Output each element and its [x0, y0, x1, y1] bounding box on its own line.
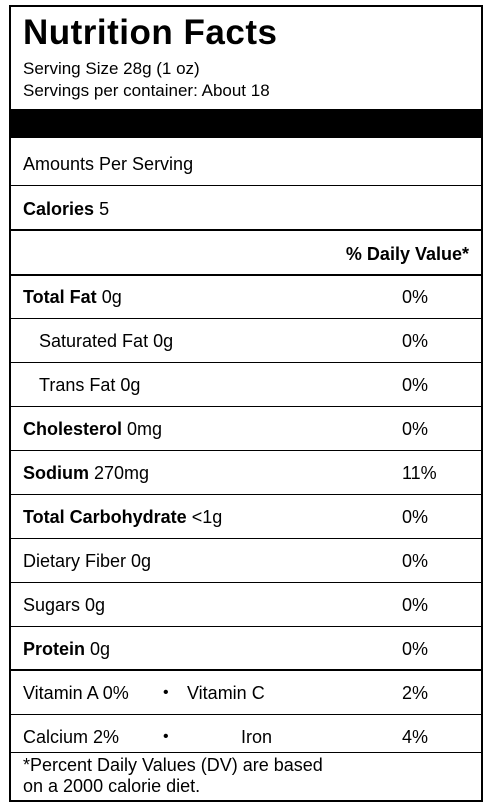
amounts-per-serving: Amounts Per Serving [23, 154, 194, 174]
daily-value-header: % Daily Value* [345, 244, 469, 264]
nutrient-dv: 0% [402, 375, 429, 395]
nutrient-label: Protein [23, 639, 86, 659]
divider [11, 450, 481, 451]
nutrient-dv: 0% [402, 419, 429, 439]
iron: Iron [241, 727, 273, 747]
calcium: Calcium 2% [23, 727, 120, 747]
divider [11, 362, 481, 363]
nutrition-facts-label: Nutrition Facts Serving Size 28g (1 oz) … [9, 5, 483, 802]
calories-row: Calories 5 [23, 198, 109, 220]
divider [11, 185, 481, 186]
nutrient-row-cholesterol: Cholesterol 0mg [23, 418, 162, 440]
footnote-line-2: on a 2000 calorie diet. [23, 776, 201, 796]
serving-size: Serving Size 28g (1 oz) [23, 59, 200, 78]
divider [11, 752, 481, 753]
calories-value: 5 [99, 199, 110, 219]
nutrient-row-saturated-fat: Saturated Fat 0g [39, 331, 174, 351]
nutrient-dv: 0% [402, 639, 429, 659]
nutrient-label: Sodium [23, 463, 89, 483]
bullet-separator: • [163, 684, 169, 701]
divider [11, 274, 481, 276]
nutrient-row-dietary-fiber: Dietary Fiber 0g [23, 551, 152, 571]
divider [11, 582, 481, 583]
nutrient-dv: 0% [402, 287, 429, 307]
nutrient-label: Cholesterol [23, 419, 123, 439]
nutrient-row-sugars: Sugars 0g [23, 595, 106, 615]
nutrient-amount: 0mg [127, 419, 163, 439]
nutrient-amount: <1g [191, 507, 223, 527]
nutrient-dv: 0% [402, 551, 429, 571]
vitamin-a: Vitamin A 0% [23, 683, 129, 703]
nutrient-label: Total Carbohydrate [23, 507, 187, 527]
nutrient-row-protein: Protein 0g [23, 638, 110, 660]
nutrient-row-sodium: Sodium 270mg [23, 462, 149, 484]
divider [11, 318, 481, 319]
nutrient-amount: 0g [90, 639, 111, 659]
nutrient-dv: 0% [402, 507, 429, 527]
nutrient-dv: 11% [402, 463, 437, 483]
calories-label: Calories [23, 199, 95, 219]
divider [11, 669, 481, 671]
vitamin-c: Vitamin C [187, 683, 265, 703]
divider [11, 538, 481, 539]
divider [11, 626, 481, 627]
nutrient-label: Total Fat [23, 287, 97, 307]
nutrient-row-trans-fat: Trans Fat 0g [39, 375, 141, 395]
servings-per-container: Servings per container: About 18 [23, 81, 270, 100]
iron-dv: 4% [402, 727, 429, 747]
divider [11, 406, 481, 407]
nutrient-amount: 270mg [94, 463, 150, 483]
vitamin-c-dv: 2% [402, 683, 429, 703]
bullet-separator: • [163, 728, 169, 745]
divider [11, 714, 481, 715]
nutrient-dv: 0% [402, 331, 429, 351]
nutrient-row-total-fat: Total Fat 0g [23, 286, 122, 308]
nutrient-row-total-carbohydrate: Total Carbohydrate <1g [23, 506, 222, 528]
footnote-line-1: *Percent Daily Values (DV) are based [23, 755, 323, 775]
thick-divider-bar [11, 109, 481, 138]
label-title: Nutrition Facts [23, 13, 278, 52]
nutrient-amount: 0g [101, 287, 122, 307]
divider [11, 229, 481, 231]
divider [11, 494, 481, 495]
nutrient-dv: 0% [402, 595, 429, 615]
